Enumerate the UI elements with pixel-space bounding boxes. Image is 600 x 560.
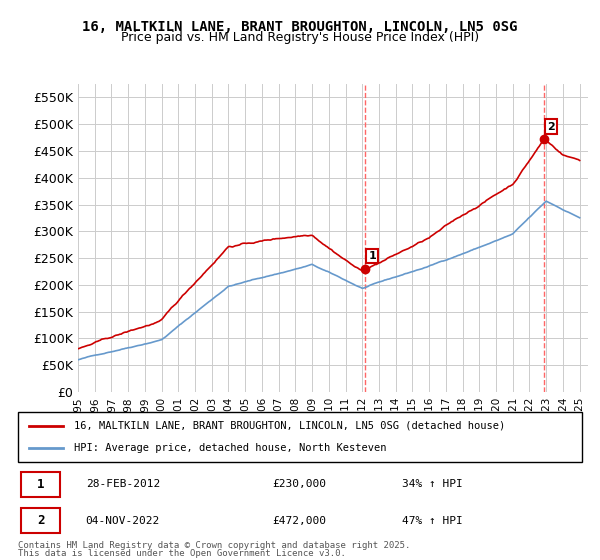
FancyBboxPatch shape (21, 472, 61, 497)
Text: £472,000: £472,000 (272, 516, 326, 526)
Text: 47% ↑ HPI: 47% ↑ HPI (401, 516, 462, 526)
Text: 2: 2 (547, 122, 554, 132)
Text: £230,000: £230,000 (272, 479, 326, 489)
FancyBboxPatch shape (18, 412, 582, 462)
Text: 16, MALTKILN LANE, BRANT BROUGHTON, LINCOLN, LN5 0SG (detached house): 16, MALTKILN LANE, BRANT BROUGHTON, LINC… (74, 421, 506, 431)
Text: 16, MALTKILN LANE, BRANT BROUGHTON, LINCOLN, LN5 0SG: 16, MALTKILN LANE, BRANT BROUGHTON, LINC… (82, 20, 518, 34)
Text: 34% ↑ HPI: 34% ↑ HPI (401, 479, 462, 489)
Text: HPI: Average price, detached house, North Kesteven: HPI: Average price, detached house, Nort… (74, 443, 387, 453)
Text: 04-NOV-2022: 04-NOV-2022 (86, 516, 160, 526)
Text: 28-FEB-2012: 28-FEB-2012 (86, 479, 160, 489)
Text: Contains HM Land Registry data © Crown copyright and database right 2025.: Contains HM Land Registry data © Crown c… (18, 541, 410, 550)
FancyBboxPatch shape (21, 508, 61, 533)
Text: Price paid vs. HM Land Registry's House Price Index (HPI): Price paid vs. HM Land Registry's House … (121, 31, 479, 44)
Text: This data is licensed under the Open Government Licence v3.0.: This data is licensed under the Open Gov… (18, 549, 346, 558)
Text: 1: 1 (368, 251, 376, 261)
Text: 2: 2 (37, 514, 44, 528)
Text: 1: 1 (37, 478, 44, 491)
